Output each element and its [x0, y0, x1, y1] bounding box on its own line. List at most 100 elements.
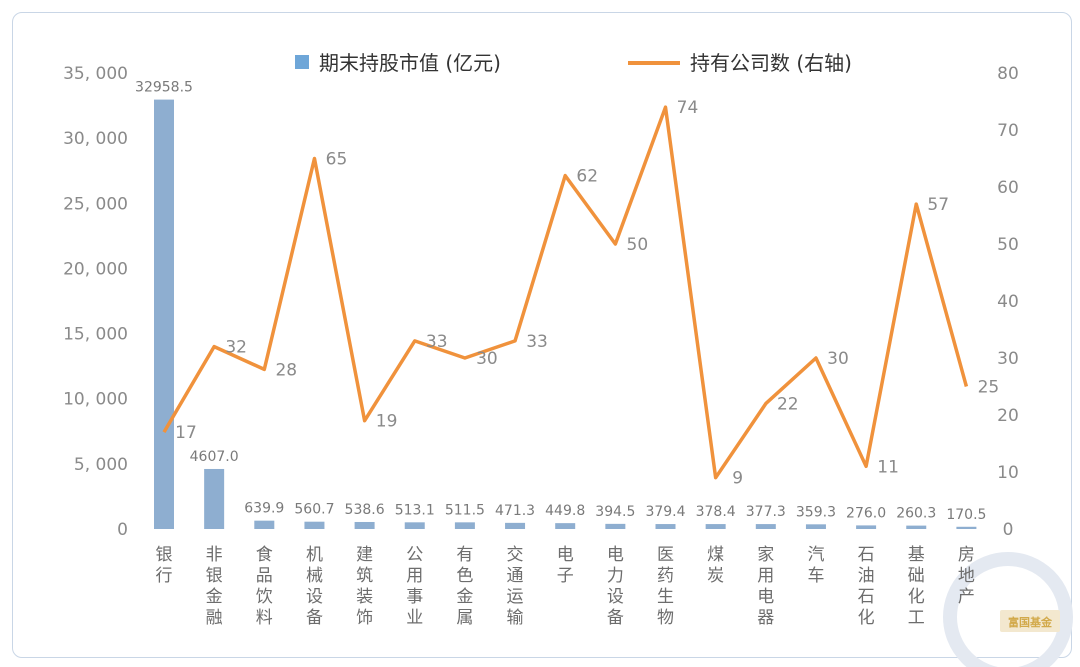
line-label-15: 57 [927, 195, 949, 215]
category-label-5: 公用事业 [406, 545, 423, 628]
category-label-2: 食品饮料 [256, 545, 273, 628]
bar-13 [805, 524, 826, 529]
category-label-10: 医药生物 [657, 545, 674, 628]
line-label-12: 22 [777, 395, 799, 415]
bar-16 [956, 526, 977, 529]
bar-11 [705, 524, 726, 529]
line-label-10: 74 [677, 98, 699, 118]
bar-label-9: 394.5 [595, 504, 635, 520]
bar-label-12: 377.3 [746, 504, 786, 520]
line-label-14: 11 [877, 457, 899, 477]
line-label-5: 33 [426, 332, 448, 352]
bar-label-16: 170.5 [946, 507, 986, 523]
bar-15 [906, 525, 927, 529]
bar-label-10: 379.4 [645, 504, 685, 520]
line-labels: 17 32 28 65 19 33 30 33 62 50 74 9 22 30 11 57 25 [175, 98, 999, 489]
category-label-13: 汽车 [807, 545, 824, 586]
right-tick-label-4: 40 [997, 292, 1019, 312]
category-label-16: 房地产 [958, 545, 975, 607]
left-tick-label-0: 0 [117, 520, 128, 540]
left-tick-label-7: 35, 000 [63, 64, 128, 84]
bar-label-0: 32958.5 [135, 80, 193, 96]
line-label-8: 62 [576, 167, 598, 187]
right-tick-label-1: 10 [997, 463, 1019, 483]
left-tick-label-6: 30, 000 [63, 129, 128, 149]
left-tick-label-1: 5, 000 [74, 455, 128, 475]
bar-label-6: 511.5 [445, 502, 485, 518]
bar-2 [254, 520, 275, 529]
category-label-14: 石油石化 [858, 545, 875, 628]
right-tick-label-3: 30 [997, 349, 1019, 369]
left-tick-label-4: 20, 000 [63, 259, 128, 279]
bar-label-14: 276.0 [846, 505, 886, 521]
left-tick-label-3: 15, 000 [63, 325, 128, 345]
legend: 期末持股市值 (亿元) 持有公司数 (右轴) [295, 51, 852, 75]
category-label-7: 交通运输 [507, 545, 524, 628]
right-axis: 0 10 20 30 40 50 60 70 80 [997, 64, 1019, 540]
right-tick-label-6: 60 [997, 178, 1019, 198]
line-series [162, 105, 969, 480]
bar-7 [505, 522, 526, 529]
legend-bar-swatch [295, 55, 309, 69]
category-label-9: 电力设备 [607, 545, 624, 628]
category-label-1: 非银金融 [206, 545, 223, 628]
bar-6 [454, 522, 475, 529]
bar-label-13: 359.3 [796, 504, 836, 520]
bar-1 [204, 468, 225, 529]
line-label-9: 50 [627, 235, 649, 255]
line-label-4: 19 [376, 412, 398, 432]
right-tick-label-7: 70 [997, 121, 1019, 141]
bar-label-1: 4607.0 [190, 449, 239, 465]
category-label-4: 建筑装饰 [356, 545, 373, 628]
line-label-7: 33 [526, 332, 548, 352]
right-tick-label-0: 0 [1003, 520, 1014, 540]
bar-label-3: 560.7 [294, 502, 334, 518]
category-label-3: 机械设备 [306, 545, 323, 628]
bar-5 [404, 522, 425, 529]
bar-12 [755, 524, 776, 529]
line-label-13: 30 [827, 349, 849, 369]
line-label-16: 25 [978, 378, 1000, 398]
line-label-1: 32 [225, 338, 247, 358]
category-label-0: 银行 [156, 545, 173, 586]
line-label-11: 9 [732, 469, 743, 489]
bar-14 [856, 525, 877, 529]
bar-label-15: 260.3 [896, 506, 936, 522]
bar-4 [354, 521, 375, 529]
category-labels: 银行 非银金融 食品饮料 机械设备 建筑装饰 公用事业 有色金属 交通运输 电子 电力设备 医药生物… [156, 545, 975, 628]
legend-line-label: 持有公司数 (右轴) [690, 51, 852, 75]
bar-10 [655, 524, 676, 529]
line-label-3: 65 [326, 150, 348, 170]
bar-labels: 32958.5 4607.0 639.9 560.7 538.6 513.1 511.5 47… [135, 80, 986, 523]
line-label-0: 17 [175, 423, 197, 443]
watermark-logo: 富国基金 [943, 552, 1073, 667]
line-label-2: 28 [275, 360, 297, 380]
line-path [162, 105, 969, 480]
legend-bar-label: 期末持股市值 (亿元) [319, 51, 501, 75]
bar-label-11: 378.4 [696, 504, 736, 520]
bar-label-2: 639.9 [244, 501, 284, 517]
category-label-12: 家用电器 [757, 545, 774, 628]
right-tick-label-2: 20 [997, 406, 1019, 426]
category-label-15: 基础化工 [908, 545, 925, 628]
chart-frame [12, 12, 1072, 658]
left-axis: 0 5, 000 10, 000 15, 000 20, 000 25, 000 30, 0… [63, 64, 128, 540]
bar-label-4: 538.6 [345, 502, 385, 518]
category-label-11: 煤炭 [707, 545, 724, 586]
category-label-8: 电子 [557, 545, 574, 586]
bar-3 [304, 521, 325, 529]
left-tick-label-2: 10, 000 [63, 390, 128, 410]
bar-8 [555, 523, 576, 529]
bar-9 [605, 523, 626, 529]
right-tick-label-5: 50 [997, 235, 1019, 255]
watermark-text: 富国基金 [1008, 615, 1053, 629]
bar-label-7: 471.3 [495, 503, 535, 519]
category-label-6: 有色金属 [456, 545, 473, 628]
left-tick-label-5: 25, 000 [63, 194, 128, 214]
bar-label-5: 513.1 [395, 502, 435, 518]
bar-0 [154, 99, 174, 529]
bar-label-8: 449.8 [545, 503, 585, 519]
line-label-6: 30 [476, 349, 498, 369]
right-tick-label-8: 80 [997, 64, 1019, 84]
